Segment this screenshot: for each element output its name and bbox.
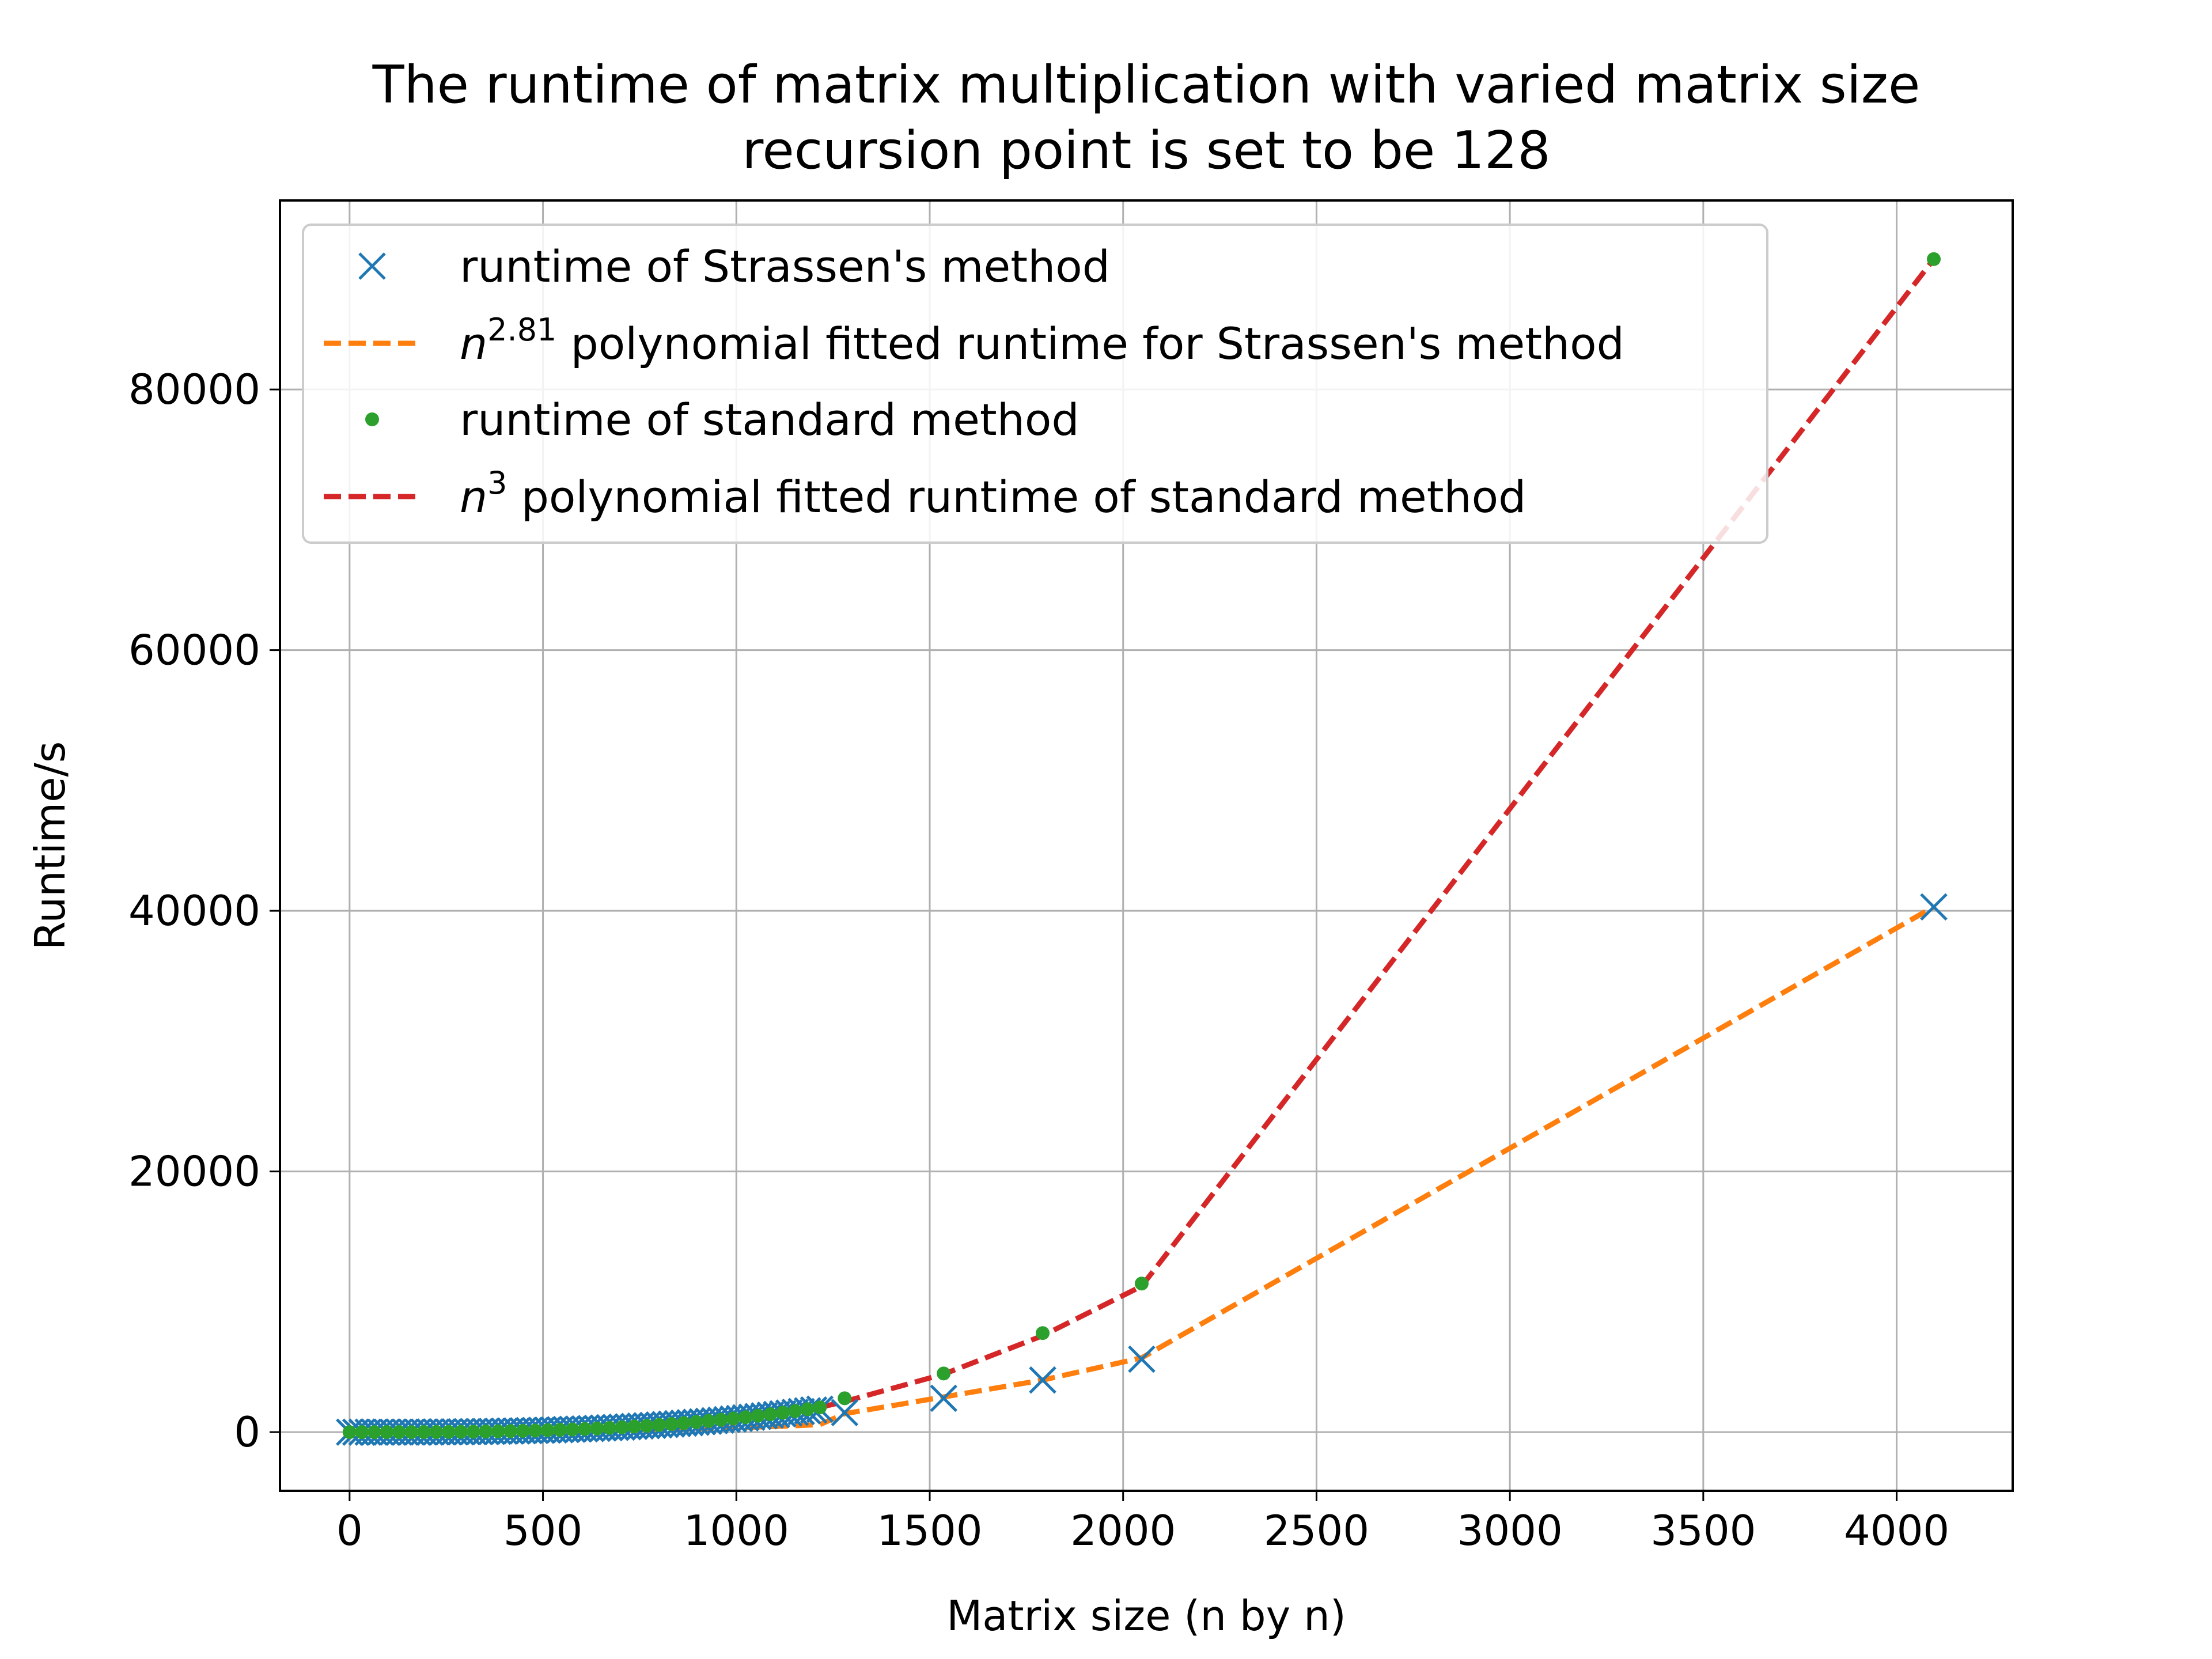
standard-point	[800, 1402, 815, 1416]
chart-title: The runtime of matrix multiplication wit…	[372, 55, 1921, 115]
y-tick-label: 60000	[128, 626, 260, 675]
standard-point	[479, 1425, 493, 1439]
plot-area	[336, 252, 1948, 1446]
chart-subtitle: recursion point is set to be 128	[742, 120, 1550, 181]
standard-point	[503, 1424, 518, 1438]
series-line-1	[349, 904, 1936, 1435]
standard-point	[751, 1408, 765, 1423]
standard-point	[603, 1421, 617, 1435]
standard-point	[404, 1425, 419, 1440]
standard-point	[763, 1407, 778, 1422]
standard-point	[466, 1425, 480, 1439]
standard-point	[367, 1425, 381, 1440]
standard-point	[380, 1425, 394, 1440]
standard-point	[590, 1421, 604, 1435]
standard-point	[738, 1410, 753, 1425]
standard-point	[540, 1423, 555, 1437]
series-markers-2	[342, 252, 1941, 1440]
x-tick-label: 500	[503, 1506, 582, 1555]
standard-point	[342, 1425, 357, 1440]
legend-handle-dot	[365, 412, 379, 426]
legend-entry-2: runtime of standard method	[365, 394, 1080, 445]
x-marker-stroke	[1029, 1366, 1056, 1394]
legend-box	[302, 224, 1768, 544]
x-tick-label: 1500	[877, 1506, 982, 1555]
standard-point	[838, 1391, 852, 1406]
x-axis-label: Matrix size (n by n)	[946, 1592, 1346, 1640]
x-marker-stroke	[1128, 1345, 1156, 1373]
legend-label: n3 polynomial fitted runtime of standard…	[460, 465, 1526, 522]
strassen-point	[1128, 1345, 1156, 1373]
standard-point	[639, 1419, 654, 1433]
y-axis-ticks: 0 20000 40000 60000 80000	[128, 365, 280, 1456]
standard-point	[788, 1404, 802, 1418]
standard-point	[578, 1422, 592, 1436]
plot-frame	[279, 199, 2014, 1492]
y-tick-label: 40000	[128, 887, 260, 935]
standard-point	[565, 1422, 579, 1437]
standard-point	[664, 1417, 679, 1431]
strassen-point	[1920, 893, 1948, 921]
legend-handle-x	[358, 252, 386, 280]
x-marker-stroke	[831, 1399, 859, 1427]
x-marker-stroke	[358, 252, 386, 280]
legend-entry-1: n2.81 polynomial fitted runtime for Stra…	[324, 312, 1624, 369]
standard-point	[1036, 1326, 1050, 1340]
standard-point	[652, 1418, 666, 1432]
legend-entry-0: runtime of Strassen's method	[358, 241, 1110, 292]
standard-point	[1134, 1277, 1149, 1291]
x-axis-ticks: 0 500 1000 1500 2000 2500 3000 3500 4000	[336, 1491, 1949, 1555]
legend-label: n2.81 polynomial fitted runtime for Stra…	[460, 312, 1624, 369]
strassen-point	[831, 1399, 859, 1427]
standard-point	[516, 1423, 530, 1438]
standard-point	[1927, 252, 1941, 266]
standard-point	[714, 1412, 728, 1427]
standard-point	[416, 1425, 431, 1440]
y-tick-label: 0	[234, 1408, 260, 1456]
standard-point	[491, 1424, 505, 1438]
standard-point	[813, 1400, 827, 1415]
x-tick-label: 3000	[1457, 1506, 1563, 1555]
y-tick-label: 80000	[128, 365, 260, 414]
x-marker-stroke	[930, 1384, 957, 1412]
standard-point	[454, 1425, 468, 1439]
x-tick-label: 2000	[1070, 1506, 1176, 1555]
x-tick-label: 4000	[1844, 1506, 1949, 1555]
standard-point	[689, 1415, 703, 1429]
legend-label: runtime of Strassen's method	[460, 241, 1110, 292]
legend-label: runtime of standard method	[460, 394, 1080, 445]
standard-point	[701, 1414, 715, 1428]
standard-point	[615, 1420, 629, 1434]
standard-point	[553, 1423, 567, 1437]
x-tick-label: 1000	[684, 1506, 789, 1555]
standard-point	[392, 1425, 406, 1440]
standard-point	[528, 1423, 543, 1438]
standard-point	[355, 1425, 369, 1440]
x-tick-label: 2500	[1264, 1506, 1369, 1555]
standard-point	[429, 1425, 444, 1439]
strassen-point	[1029, 1366, 1056, 1394]
x-tick-label: 0	[336, 1506, 363, 1555]
legend: runtime of Strassen's method n2.81 polyno…	[302, 224, 1768, 544]
y-tick-label: 20000	[128, 1147, 260, 1196]
y-axis-label: Runtime/s	[26, 741, 74, 950]
legend-entry-3: n3 polynomial fitted runtime of standard…	[324, 465, 1526, 522]
standard-point	[441, 1425, 456, 1439]
standard-point	[775, 1406, 790, 1420]
standard-point	[627, 1419, 642, 1434]
standard-point	[937, 1366, 951, 1381]
standard-point	[726, 1411, 740, 1426]
x-tick-label: 3500	[1650, 1506, 1756, 1555]
standard-point	[676, 1416, 691, 1430]
x-marker-stroke	[1920, 893, 1948, 921]
strassen-point	[930, 1384, 957, 1412]
